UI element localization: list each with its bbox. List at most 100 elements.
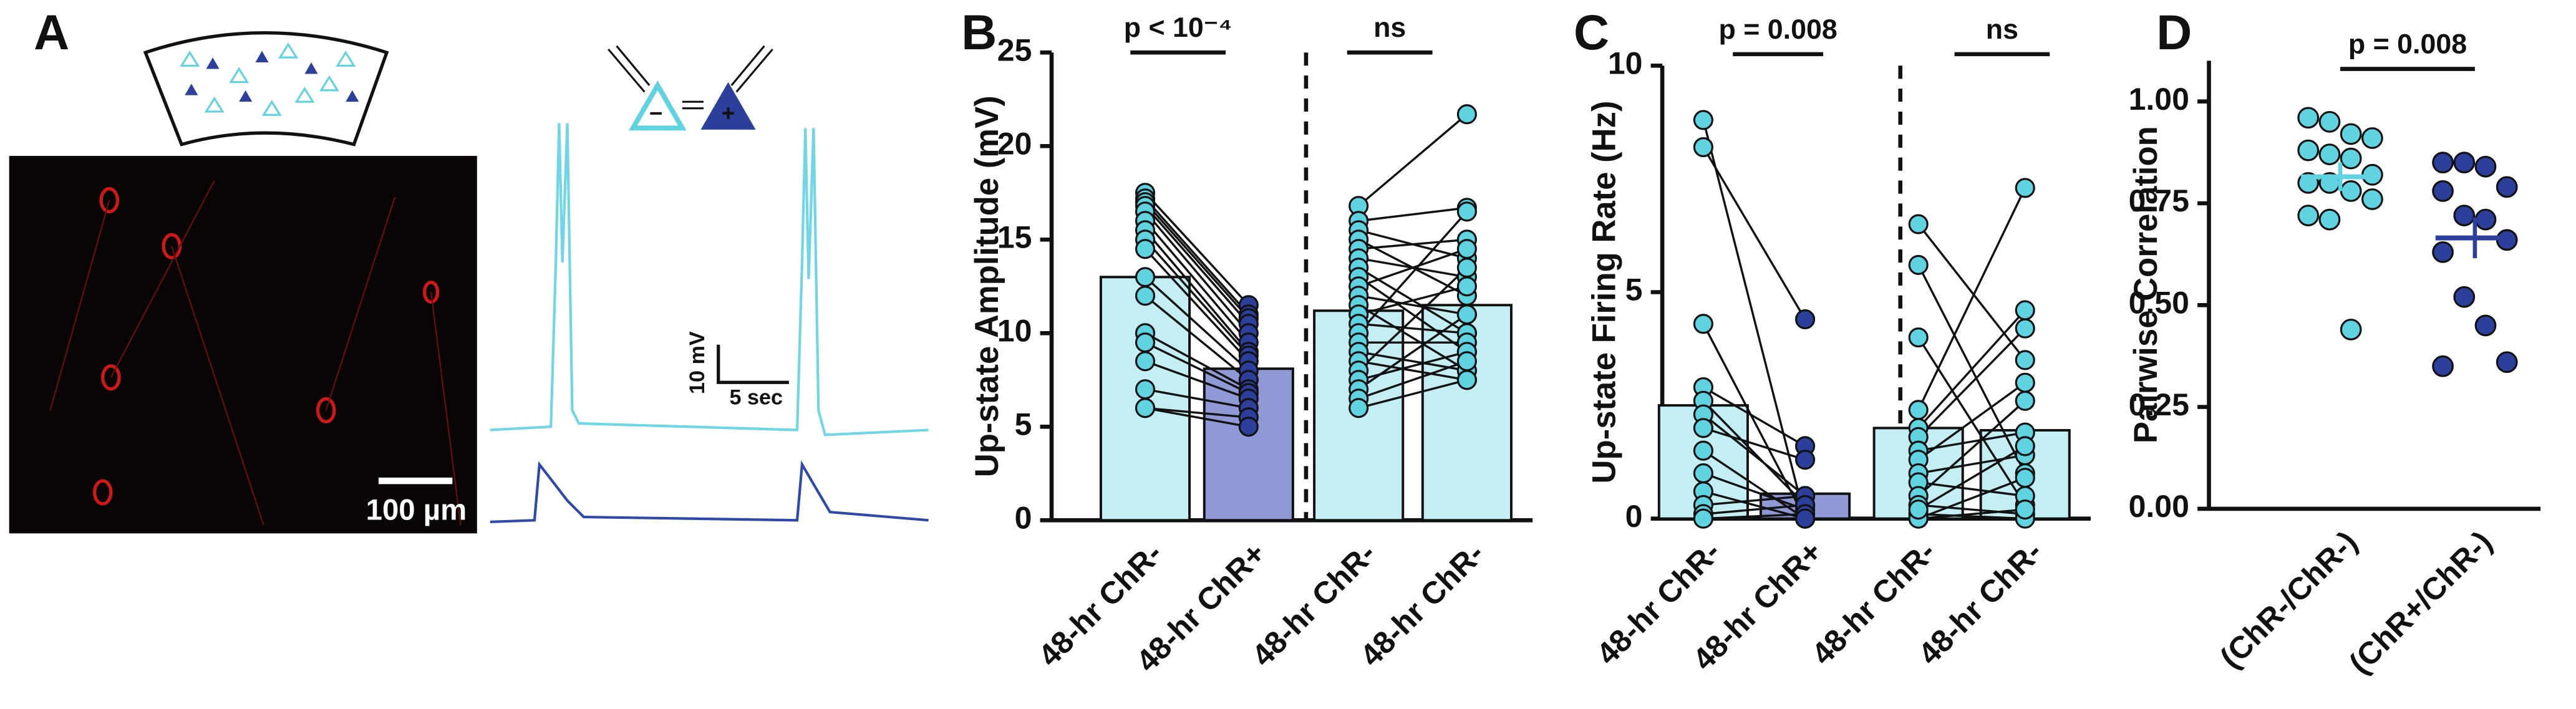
data-point	[2474, 314, 2497, 337]
data-point	[2015, 350, 2035, 370]
data-point	[1456, 201, 1477, 222]
pair-line	[1703, 494, 1806, 506]
data-point	[2318, 208, 2341, 231]
pair-line	[1357, 267, 1468, 372]
panel-label: A	[34, 5, 69, 60]
data-point	[1349, 398, 1369, 418]
data-point	[2361, 188, 2383, 210]
pair-line	[1144, 198, 1250, 316]
data-point	[2432, 152, 2454, 174]
data-point	[1908, 327, 1929, 348]
significance-label: p = 0.008	[2348, 29, 2467, 60]
data-point	[1135, 398, 1156, 418]
data-point	[2015, 300, 2035, 321]
pair-line	[1702, 147, 1806, 320]
pair-line	[1703, 472, 1806, 511]
data-point	[1456, 304, 1477, 325]
data-point	[2432, 241, 2454, 263]
pair-line	[1358, 248, 1468, 287]
trace-scale	[717, 344, 789, 384]
pair-line	[1358, 294, 1468, 316]
cell-sign: +	[722, 100, 735, 126]
data-point	[1908, 254, 1929, 275]
data-point	[2015, 468, 2035, 488]
cell-icon-neg	[629, 80, 687, 131]
pair-line	[1917, 382, 2026, 461]
pair-line	[1144, 211, 1250, 334]
x-tick-label: (ChR+/ChR-)	[2342, 524, 2499, 681]
data-point	[2318, 110, 2341, 133]
pair-line	[1358, 313, 1468, 390]
pair-line	[1918, 504, 2025, 516]
data-point	[1693, 463, 1713, 484]
data-point	[2432, 355, 2454, 377]
data-point	[1795, 309, 1816, 330]
pair-line	[1144, 248, 1250, 362]
data-point	[1693, 314, 1713, 334]
pair-line	[1144, 239, 1250, 357]
pair-line	[1144, 294, 1249, 381]
data-point	[2015, 372, 2035, 393]
pair-line	[1145, 341, 1249, 394]
data-point	[1693, 110, 1713, 130]
data-point	[1135, 239, 1156, 259]
pair-line	[1144, 205, 1250, 325]
pair-line	[1358, 238, 1468, 250]
pair-line	[1917, 445, 2026, 511]
y-tick-label: 20	[997, 126, 1032, 161]
data-point	[1456, 239, 1477, 259]
data-point	[1135, 286, 1156, 306]
pair-line	[1918, 481, 2025, 498]
data-point	[2318, 143, 2341, 165]
data-point	[1693, 440, 1713, 461]
data-point	[2015, 499, 2035, 520]
pair-line	[1358, 304, 1468, 372]
data-point	[2496, 351, 2518, 374]
trace-chr-pos	[490, 460, 929, 524]
data-point	[2340, 319, 2362, 340]
y-axis-label: Up-state Amplitude (mV)	[969, 95, 1005, 477]
micrograph	[9, 156, 477, 534]
y-tick-label: 10	[1608, 46, 1643, 80]
pair-line	[1358, 113, 1468, 207]
cell-icon-pos	[700, 82, 756, 130]
pair-line	[1145, 407, 1249, 419]
pair-line	[1358, 360, 1468, 381]
pair-line	[1144, 276, 1249, 372]
data-point	[2015, 178, 2035, 198]
data-point	[2474, 155, 2497, 178]
pair-line	[1145, 407, 1249, 428]
data-point	[1795, 450, 1816, 470]
trace-chr-neg	[490, 123, 929, 436]
pair-line	[1357, 211, 1468, 334]
data-point	[1456, 276, 1477, 297]
panel-label: D	[2156, 5, 2192, 60]
pair-line	[1702, 120, 1806, 519]
significance-label: p < 10⁻⁴	[1124, 12, 1232, 43]
data-point	[1135, 379, 1156, 400]
pair-line	[1145, 360, 1249, 400]
pair-line	[1917, 223, 2026, 361]
data-point	[1135, 351, 1156, 372]
y-tick-label: 0	[1625, 499, 1643, 534]
pair-line	[1358, 206, 1468, 222]
data-point	[2496, 176, 2518, 198]
y-tick-label: 25	[997, 32, 1032, 67]
pair-line	[1358, 322, 1468, 334]
pair-line	[1703, 386, 1806, 447]
pair-line	[1358, 276, 1468, 353]
panel-label: B	[961, 5, 997, 60]
data-point	[1908, 400, 1929, 420]
brain-schematic	[143, 31, 389, 147]
data-point	[1693, 137, 1713, 158]
data-point	[2453, 205, 2476, 226]
pair-line	[1145, 332, 1249, 390]
data-point	[1693, 508, 1713, 529]
data-point	[2432, 180, 2454, 202]
pair-line	[1917, 327, 2026, 438]
neurites	[49, 180, 462, 526]
pair-line	[1918, 513, 2025, 520]
data-point	[2340, 123, 2362, 145]
pair-line	[1703, 504, 1806, 516]
